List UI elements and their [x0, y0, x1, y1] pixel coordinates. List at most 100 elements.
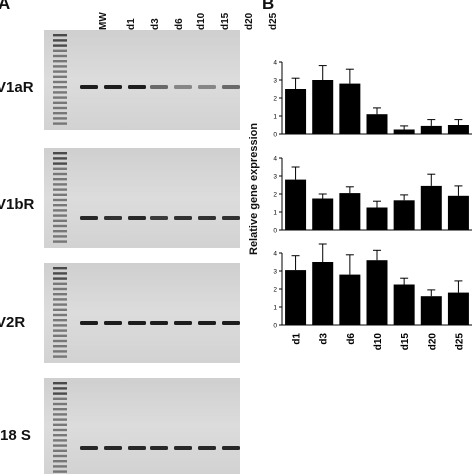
gel-band [222, 446, 240, 450]
ladder-band [53, 122, 67, 125]
bar [366, 207, 388, 230]
gel-row-label-18s: 18 S [0, 427, 31, 444]
gel-band [128, 216, 146, 220]
y-tick-label: 3 [273, 174, 277, 181]
ladder-band [53, 214, 67, 217]
ladder-band [53, 54, 67, 58]
gel-band [222, 321, 240, 325]
ladder-band [53, 308, 67, 311]
ladder-band [53, 355, 67, 358]
ladder-band [53, 402, 67, 406]
ladder-band [53, 334, 67, 337]
ladder-band [53, 392, 67, 395]
ladder-band [53, 240, 67, 243]
ladder-band [53, 75, 67, 78]
x-tick-label: d6 [346, 333, 357, 345]
ladder-band [53, 70, 67, 73]
ladder-band [53, 106, 67, 110]
gel-background [44, 263, 240, 363]
x-tick-label: d3 [319, 333, 330, 345]
gel-background [44, 378, 240, 474]
ladder-band [53, 277, 67, 280]
ladder-band [53, 96, 67, 99]
y-tick-label: 2 [273, 96, 277, 103]
ladder-band [53, 178, 67, 181]
ladder-band [53, 198, 67, 202]
ladder-band [53, 339, 67, 343]
y-tick-label: 1 [273, 114, 277, 121]
gel-band [198, 321, 216, 325]
gel-band [128, 321, 146, 325]
y-tick-label: 3 [273, 78, 277, 85]
ladder-band [53, 60, 67, 63]
ladder-band [53, 86, 67, 89]
bar [339, 274, 361, 325]
bar [447, 125, 469, 134]
ladder-band [53, 34, 67, 37]
bar [285, 89, 307, 134]
gel-band [198, 446, 216, 450]
y-tick-label: 4 [273, 251, 277, 258]
ladder-band [53, 193, 67, 196]
ladder-band [53, 272, 67, 275]
ladder-band [53, 303, 67, 306]
ladder-band [53, 112, 67, 115]
ladder-band [53, 350, 67, 353]
gel-band [80, 85, 98, 89]
ladder-band [53, 413, 67, 416]
gel-band [222, 216, 240, 220]
ladder-band [53, 460, 67, 463]
ladder-band [53, 470, 67, 473]
ladder-band [53, 204, 67, 207]
ladder-band [53, 439, 67, 442]
ladder-band [53, 152, 67, 155]
ladder-band [53, 157, 67, 160]
ladder-band [53, 324, 67, 327]
y-tick-label: 1 [273, 305, 277, 312]
ladder-band [53, 449, 67, 452]
y-tick-label: 0 [273, 228, 277, 235]
bar [447, 292, 469, 325]
gel-band [198, 216, 216, 220]
y-axis-label: Relative gene expression [248, 122, 260, 255]
bar [366, 260, 388, 325]
ladder-band [53, 172, 67, 176]
ladder-band [53, 117, 67, 120]
bar [447, 195, 469, 230]
ladder-band [53, 428, 67, 432]
ladder-band [53, 434, 67, 437]
gel-band [128, 85, 146, 89]
ladder-band [53, 465, 67, 468]
ladder-band [53, 65, 67, 68]
bar [312, 80, 334, 134]
bar [420, 125, 442, 134]
gel-row-label-v1br: V1bR [0, 196, 35, 213]
gel-band [174, 216, 192, 220]
ladder-band [53, 80, 67, 84]
ladder-band [53, 319, 67, 322]
y-tick-label: 3 [273, 269, 277, 276]
gel-band [174, 446, 192, 450]
gel-row-label-v2r: V2R [0, 314, 26, 331]
y-tick-label: 2 [273, 287, 277, 294]
bar [312, 262, 334, 325]
ladder-band [53, 230, 67, 233]
gel-band [104, 321, 122, 325]
gel-band [104, 216, 122, 220]
ladder-band [53, 423, 67, 426]
gel-band [174, 85, 192, 89]
ladder-band [53, 162, 67, 165]
y-tick-label: 0 [273, 132, 277, 139]
ladder-band [53, 167, 67, 170]
x-tick-label: d1 [292, 333, 303, 345]
ladder-band [53, 387, 67, 390]
gel-band [80, 216, 98, 220]
gel-band [104, 85, 122, 89]
ladder-band [53, 209, 67, 212]
panel-a-label: A [0, 0, 11, 13]
x-tick-label: d10 [373, 333, 384, 351]
bar [312, 198, 334, 230]
ladder-band [53, 101, 67, 104]
ladder-band [53, 408, 67, 411]
bar [420, 296, 442, 325]
